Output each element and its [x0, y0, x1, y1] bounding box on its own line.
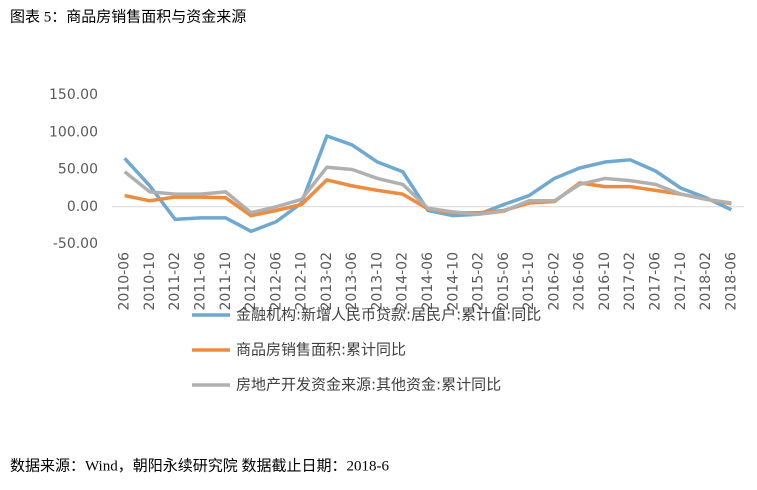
x-tick-label: 2011-10 — [218, 252, 234, 310]
x-tick-label: 2014-02 — [395, 252, 411, 311]
series-line — [124, 178, 732, 218]
x-tick-label: 2015-02 — [471, 252, 487, 311]
legend-label: 房地产开发资金来源:其他资金:累计同比 — [236, 376, 501, 394]
x-tick-label: 2015-10 — [521, 252, 537, 311]
x-tick-label: 2018-06 — [723, 252, 739, 311]
x-tick-label: 2011-02 — [167, 252, 183, 311]
series-line — [123, 165, 732, 216]
y-tick-label: 100.00 — [49, 124, 98, 140]
y-tick-label: 50.00 — [58, 162, 98, 178]
x-tick-label: 2012-02 — [243, 252, 259, 311]
x-tick-label: 2016-06 — [572, 252, 588, 311]
x-tick-label: 2014-06 — [420, 252, 436, 311]
x-tick-label: 2013-02 — [319, 252, 335, 311]
y-tick-label: 0.00 — [67, 199, 98, 215]
x-tick-label: 2010-06 — [117, 252, 133, 311]
x-tick-label: 2013-06 — [344, 252, 360, 311]
x-tick-label: 2017-10 — [673, 252, 689, 311]
x-tick-label: 2017-06 — [648, 252, 664, 311]
x-tick-label: 2011-06 — [192, 252, 208, 311]
chart-title: 图表 5：商品房销售面积与资金来源 — [10, 8, 246, 25]
legend-label: 金融机构:新增人民币贷款:居民户:累计值:同比 — [236, 306, 541, 324]
x-tick-label: 2015-06 — [496, 252, 512, 311]
x-tick-label: 2012-10 — [294, 252, 310, 311]
x-tick-label: 2016-10 — [597, 252, 613, 311]
y-tick-label: 150.00 — [49, 87, 98, 103]
x-tick-label: 2012-06 — [268, 252, 284, 311]
x-tick-label: 2014-10 — [445, 252, 461, 311]
y-tick-label: -50.00 — [53, 236, 98, 252]
x-tick-label: 2017-02 — [622, 252, 638, 311]
x-tick-label: 2013-10 — [369, 252, 385, 311]
x-tick-label: 2010-10 — [142, 252, 158, 311]
source-note: 数据来源：Wind，朝阳永续研究院 数据截止日期：2018-6 — [10, 456, 389, 474]
x-tick-label: 2016-02 — [546, 252, 562, 311]
legend-label: 商品房销售面积:累计同比 — [236, 341, 406, 359]
x-tick-label: 2018-02 — [698, 252, 714, 311]
